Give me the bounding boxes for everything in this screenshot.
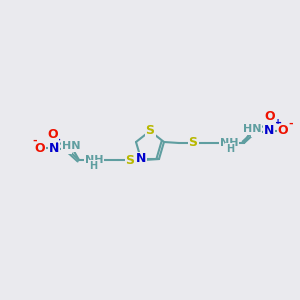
Text: S: S	[188, 136, 197, 149]
Text: N: N	[136, 152, 146, 166]
Text: S: S	[146, 124, 154, 137]
Text: N: N	[49, 142, 59, 154]
Text: O: O	[48, 128, 58, 140]
Text: S: S	[125, 154, 134, 166]
Text: NH: NH	[220, 138, 238, 148]
Text: H: H	[252, 126, 260, 136]
Text: N: N	[264, 124, 274, 137]
Text: H: H	[226, 144, 234, 154]
Text: HN: HN	[62, 141, 80, 151]
Text: H: H	[63, 143, 71, 153]
Text: -: -	[288, 119, 292, 129]
Text: +: +	[53, 135, 61, 145]
Text: O: O	[278, 124, 288, 137]
Text: O: O	[265, 110, 275, 124]
Text: NH: NH	[85, 155, 103, 165]
Text: HN: HN	[243, 124, 261, 134]
Text: -: -	[32, 136, 37, 146]
Text: H: H	[89, 161, 97, 171]
Text: +: +	[274, 118, 282, 128]
Text: O: O	[35, 142, 45, 154]
